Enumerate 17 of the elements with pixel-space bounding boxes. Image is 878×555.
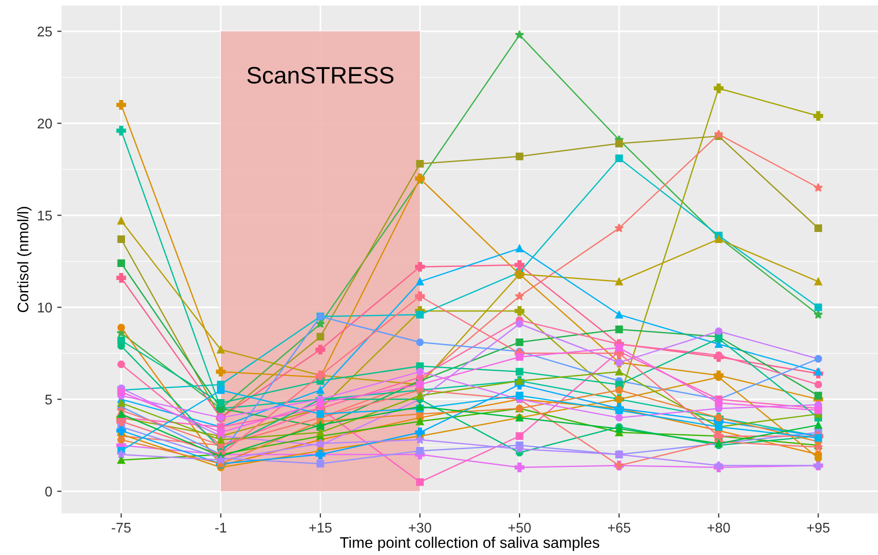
y-tick-label: 0 [45, 486, 52, 496]
x-tick-label: +95 [807, 522, 830, 533]
x-tick-label: +15 [309, 522, 332, 533]
x-tick-label: -1 [215, 522, 226, 532]
y-tick-label: 15 [38, 210, 52, 220]
y-tick-label: 5 [45, 394, 52, 404]
x-tick-label: -75 [112, 522, 131, 533]
y-tick-label: 10 [38, 302, 52, 312]
x-tick-label: +65 [608, 522, 630, 533]
x-tick-label: +30 [408, 522, 432, 533]
y-tick-label: 25 [38, 26, 52, 36]
y-tick-label: 20 [38, 118, 52, 128]
x-tick-label: +50 [508, 522, 531, 533]
x-axis-title: Time point collection of saliva samples [340, 536, 600, 551]
x-tick-label: +80 [708, 522, 730, 533]
y-axis-title: Cortisol (nmol/l) [17, 206, 32, 312]
band-label: ScanSTRESS [247, 66, 394, 84]
